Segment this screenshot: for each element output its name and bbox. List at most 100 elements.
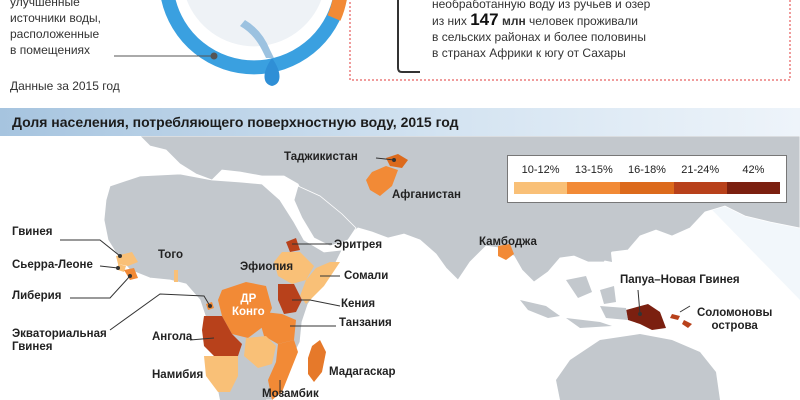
legend-labels: 10-12% 13-15% 16-18% 21-24% 42% [514, 164, 780, 176]
label-sierra-leone: Сьерра-Леоне [12, 259, 93, 271]
water-ring-arc [161, 0, 347, 75]
left-note-line: улучшенные [10, 0, 80, 9]
country-papua-new-guinea [626, 304, 666, 330]
fact-bracket [397, 0, 420, 73]
leader-eq-guinea [109, 293, 211, 331]
leader-liberia [70, 275, 131, 299]
legend-swatch [567, 182, 621, 194]
label-solomon-line2: острова [711, 320, 758, 332]
fact-number: 147 [470, 10, 499, 29]
legend-swatch [620, 182, 674, 194]
water-drop-icon [264, 58, 280, 86]
legend-swatch [673, 182, 727, 194]
leader-solomon [679, 305, 691, 313]
label-afghanistan: Афганистан [392, 189, 461, 201]
label-togo: Того [158, 249, 183, 261]
label-tanzania: Танзания [339, 317, 392, 329]
label-tajikistan: Таджикистан [284, 151, 358, 163]
label-ethiopia: Эфиопия [240, 261, 294, 273]
fact-frame [349, 0, 791, 81]
label-madagascar: Мадагаскар [329, 366, 396, 378]
leader-png [637, 289, 641, 315]
leader-kenya [292, 299, 341, 307]
country-liberia [124, 268, 138, 280]
country-solomon-islands [670, 314, 692, 328]
label-dr-congo-line2: Конго [232, 306, 265, 318]
label-equatorial-guinea: Экваториальная Гвинея [12, 328, 107, 354]
label-guinea: Гвинея [12, 226, 53, 238]
leader-lines [60, 157, 691, 396]
fact-text: необработанную воду из ручьев и озер из … [432, 0, 732, 61]
country-somalia [300, 262, 340, 304]
country-togo [174, 270, 178, 282]
label-papua-new-guinea: Папуа–Новая Гвинея [620, 274, 740, 286]
leader-sierra-leone [99, 265, 119, 269]
orange-ring-segment [327, 0, 347, 21]
label-angola: Ангола [152, 331, 193, 343]
leader-guinea [60, 239, 121, 257]
country-angola [202, 316, 242, 356]
fact-suffix: человек проживали [529, 14, 638, 28]
left-note-line: расположенные [10, 27, 100, 41]
country-afghanistan [366, 166, 398, 196]
legend-swatch [726, 182, 781, 194]
map-legend: 10-12% 13-15% 16-18% 21-24% 42% [507, 155, 787, 203]
label-eritrea: Эритрея [334, 239, 383, 251]
country-mozambique [268, 340, 298, 400]
left-note: улучшенные источники воды, расположенные… [10, 0, 170, 58]
legend-label: 16-18% [628, 164, 666, 176]
top-section: улучшенные источники воды, расположенные… [0, 0, 800, 104]
legend-label: 10-12% [521, 164, 560, 176]
leader-dot [128, 274, 132, 278]
land-arabia [293, 185, 357, 247]
land-philippines [598, 236, 612, 262]
label-mozambique: Мозамбик [262, 388, 319, 400]
label-kenya: Кения [341, 298, 376, 310]
label-eq-guinea-line1: Экваториальная [12, 328, 107, 340]
leader-dot [208, 304, 212, 308]
fact-line-1: необработанную воду из ручьев и озер [432, 0, 651, 11]
land-australia [556, 334, 720, 400]
land-madagascar [308, 340, 326, 382]
label-solomon-line1: Соломоновы [697, 307, 773, 319]
leader-angola [189, 337, 215, 341]
connector-dot [210, 52, 218, 60]
legend-label: 42% [742, 164, 765, 176]
label-namibia: Намибия [152, 369, 204, 381]
leader-dot [638, 312, 642, 316]
label-eq-guinea-line2: Гвинея [12, 341, 53, 353]
legend-label: 21-24% [681, 164, 720, 176]
country-ethiopia [274, 252, 314, 284]
leader-dots [116, 158, 642, 316]
land-new-guinea-west [600, 306, 628, 320]
fact-line-3: в сельских районах и более половины [432, 30, 646, 44]
water-graphic [114, 0, 791, 86]
fact-line-2: из них 147 млн человек проживали [432, 10, 732, 29]
land-indonesia [520, 276, 616, 328]
label-solomon-islands: Соломоновы острова [697, 307, 772, 333]
left-note-line: источники воды, [10, 11, 101, 25]
label-liberia: Либерия [12, 290, 62, 302]
legend-label: 13-15% [574, 164, 613, 176]
label-dr-congo-line1: ДР [240, 293, 257, 305]
fact-line-4: в странах Африки к югу от Сахары [432, 46, 626, 60]
legend-swatch [514, 182, 568, 194]
fact-prefix: из них [432, 14, 467, 28]
label-dr-congo: ДР Конго [232, 293, 265, 319]
world-map [60, 136, 800, 400]
label-somalia: Сомали [344, 270, 389, 282]
country-eritrea [286, 238, 300, 252]
country-tanzania [260, 312, 296, 344]
legend-color-bar [514, 182, 781, 194]
map-title-banner: Доля населения, потребляющего поверхност… [0, 108, 800, 136]
water-ring-inner [186, 0, 322, 47]
country-zambia-zimbabwe [244, 336, 276, 368]
map-title: Доля населения, потребляющего поверхност… [12, 114, 459, 130]
country-tajikistan [386, 154, 408, 168]
country-namibia [204, 356, 238, 392]
leader-dot [392, 158, 396, 162]
fact-unit: млн [501, 14, 526, 28]
leader-dot [116, 266, 120, 270]
leader-tajikistan [375, 157, 395, 161]
data-source-note: Данные за 2015 год [10, 79, 120, 93]
